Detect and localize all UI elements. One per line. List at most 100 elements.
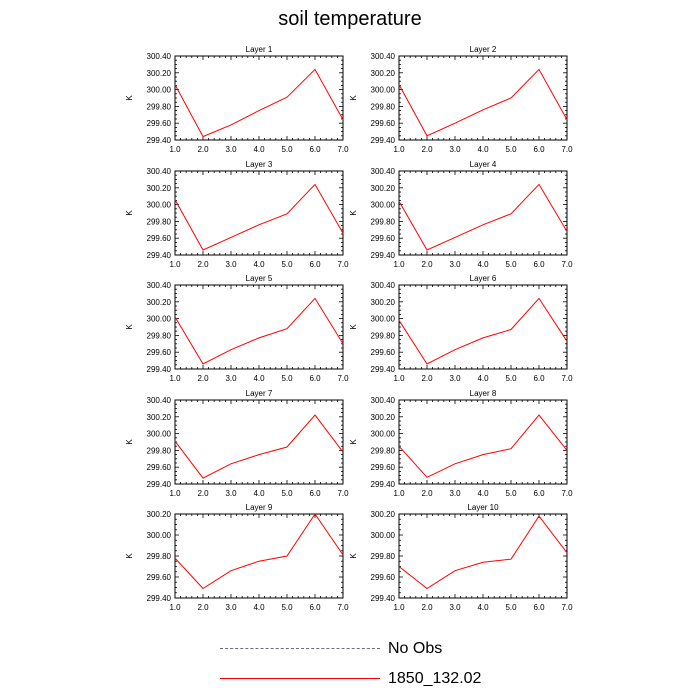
panel-title: Layer 10 (467, 503, 499, 512)
x-tick-label: 5.0 (505, 374, 517, 383)
x-tick-label: 7.0 (561, 489, 573, 498)
panel-title: Layer 4 (470, 160, 497, 169)
y-tick-label: 300.40 (371, 52, 396, 61)
y-tick-label: 300.20 (147, 510, 172, 519)
series-line-1850-132-02 (174, 414, 344, 479)
x-tick-label: 7.0 (561, 374, 573, 383)
y-tick-label: 300.00 (371, 531, 396, 540)
legend-label-no-obs: No Obs (388, 640, 443, 657)
y-tick-label: 299.80 (371, 217, 396, 226)
x-tick-label: 1.0 (169, 374, 181, 383)
y-axis-label: K (125, 324, 134, 330)
panel-title: Layer 7 (246, 389, 273, 398)
x-tick-label: 6.0 (309, 145, 321, 154)
chart-panel-7: Layer 7 299.40 299.60 299.80 300.00 300.20 300… (125, 389, 349, 498)
y-axis-label: K (349, 95, 358, 101)
y-tick-label: 299.40 (147, 594, 172, 603)
y-axis-label: K (349, 324, 358, 330)
x-tick-label: 4.0 (253, 260, 265, 269)
y-tick-label: 300.00 (371, 86, 396, 95)
y-tick-label: 299.80 (147, 217, 172, 226)
x-tick-label: 7.0 (337, 489, 349, 498)
legend-swatch-model (220, 678, 380, 679)
chart-panel-8: Layer 8 299.40 299.60 299.80 300.00 300.20 300… (349, 389, 573, 498)
y-tick-label: 299.80 (371, 446, 396, 455)
y-tick-label: 299.60 (147, 348, 172, 357)
x-tick-label: 1.0 (393, 489, 405, 498)
y-tick-label: 299.80 (147, 446, 172, 455)
y-axis-label: K (125, 210, 134, 216)
x-tick-label: 4.0 (253, 489, 265, 498)
x-tick-label: 3.0 (449, 489, 461, 498)
y-tick-label: 299.40 (147, 136, 172, 145)
x-tick-label: 2.0 (421, 145, 433, 154)
y-tick-label: 300.20 (371, 298, 396, 307)
series-line-1850-132-02 (174, 183, 344, 251)
x-tick-label: 2.0 (421, 603, 433, 612)
y-tick-label: 300.00 (371, 430, 396, 439)
series-line-1850-132-02 (398, 515, 568, 590)
legend-entry-no-obs: No Obs (220, 637, 520, 661)
x-tick-label: 1.0 (393, 374, 405, 383)
y-axis-label: K (125, 95, 134, 101)
x-tick-label: 6.0 (309, 374, 321, 383)
x-tick-label: 5.0 (505, 145, 517, 154)
chart-panel-6: Layer 6 299.40 299.60 299.80 300.00 300.20 300… (349, 274, 573, 383)
plot-frame (398, 284, 568, 370)
plot-frame (174, 284, 344, 370)
y-axis-label: K (349, 553, 358, 559)
x-tick-label: 2.0 (197, 145, 209, 154)
y-tick-label: 299.60 (147, 119, 172, 128)
x-tick-label: 7.0 (337, 374, 349, 383)
legend-entry-model: 1850_132.02 (220, 667, 520, 691)
x-tick-label: 6.0 (533, 374, 545, 383)
x-tick-label: 5.0 (281, 603, 293, 612)
y-tick-label: 300.00 (147, 315, 172, 324)
x-tick-label: 7.0 (337, 260, 349, 269)
x-tick-label: 6.0 (533, 145, 545, 154)
panel-title: Layer 2 (470, 45, 497, 54)
x-tick-label: 1.0 (169, 489, 181, 498)
panel-title: Layer 8 (470, 389, 497, 398)
x-tick-label: 5.0 (281, 374, 293, 383)
x-tick-label: 2.0 (421, 260, 433, 269)
chart-panel-5: Layer 5 299.40 299.60 299.80 300.00 300.20 300… (125, 274, 349, 383)
chart-panel-10: Layer 10 299.40 299.60 299.80 300.00 300.20 1.… (349, 503, 573, 612)
y-tick-label: 299.80 (147, 552, 172, 561)
x-tick-label: 6.0 (309, 260, 321, 269)
x-tick-label: 2.0 (197, 489, 209, 498)
y-tick-label: 299.40 (371, 480, 396, 489)
x-tick-label: 3.0 (449, 374, 461, 383)
x-tick-label: 7.0 (561, 145, 573, 154)
series-line-1850-132-02 (398, 183, 568, 251)
x-tick-label: 7.0 (561, 603, 573, 612)
x-tick-label: 5.0 (281, 489, 293, 498)
x-tick-label: 4.0 (477, 145, 489, 154)
legend-swatch-no-obs (220, 648, 380, 649)
chart-panel-4: Layer 4 299.40 299.60 299.80 300.00 300.20 300… (349, 160, 573, 269)
y-tick-label: 300.20 (147, 184, 172, 193)
y-axis-label: K (125, 553, 134, 559)
y-tick-label: 299.80 (147, 331, 172, 340)
y-tick-label: 300.40 (147, 281, 172, 290)
y-tick-label: 299.60 (147, 463, 172, 472)
y-axis-label: K (125, 439, 134, 445)
plot-frame (174, 170, 344, 256)
x-tick-label: 1.0 (393, 260, 405, 269)
x-tick-label: 6.0 (533, 489, 545, 498)
y-tick-label: 299.60 (371, 463, 396, 472)
y-tick-label: 299.80 (371, 331, 396, 340)
y-tick-label: 300.40 (147, 396, 172, 405)
y-tick-label: 300.20 (147, 298, 172, 307)
y-tick-label: 299.40 (371, 365, 396, 374)
x-tick-label: 3.0 (225, 145, 237, 154)
x-tick-label: 1.0 (393, 145, 405, 154)
chart-panel-3: Layer 3 299.40 299.60 299.80 300.00 300.20 300… (125, 160, 349, 269)
y-tick-label: 299.60 (371, 348, 396, 357)
x-tick-label: 4.0 (253, 603, 265, 612)
x-tick-label: 2.0 (421, 374, 433, 383)
figure-title: soil temperature (278, 8, 422, 30)
y-tick-label: 299.80 (371, 102, 396, 111)
y-tick-label: 300.40 (371, 167, 396, 176)
panel-title: Layer 5 (246, 274, 273, 283)
